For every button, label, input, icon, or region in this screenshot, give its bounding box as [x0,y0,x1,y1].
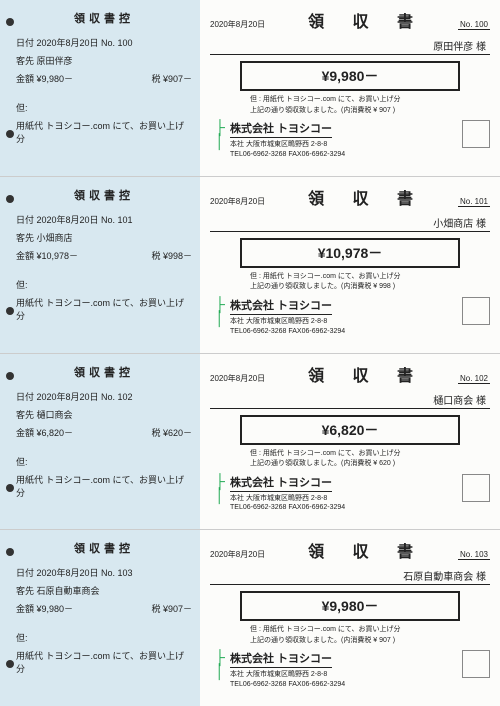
stamp-box [462,297,490,325]
company-address: 本社 大阪市城東区鴫野西 2-8-8TEL06-6962-3268 FAX06-… [230,494,458,514]
receipt-title: 領 収 書 [275,185,458,209]
receipt-note1: 但 : 用紙代 トヨシコー.com にて、お買い上げ分 [250,449,490,460]
receipt-payee: 原田伴彦 様 [210,36,490,55]
receipt-amount: ¥9,980－ [240,61,460,91]
receipt-no: No. 101 [458,197,490,207]
stub-note: 但: [16,455,192,468]
company-address: 本社 大阪市城東区鴫野西 2-8-8TEL06-6962-3268 FAX06-… [230,317,458,337]
stub-amount: 金額 ¥9,980－税 ¥907－ [16,602,192,615]
stub-title: 領収書控 [16,364,192,380]
receipt-note1: 但 : 用紙代 トヨシコー.com にて、お買い上げ分 [250,272,490,283]
receipt-date: 2020年8月20日 [210,373,265,384]
receipt-title: 領 収 書 [275,8,458,32]
company-address: 本社 大阪市城東区鴫野西 2-8-8TEL06-6962-3268 FAX06-… [230,140,458,160]
receipt-note2: 上記の通り領収致しました。(内消費税 ¥ 998 ) [250,282,490,293]
stub-note: 但: [16,278,192,291]
stub-payee: 客先 小畑商店 [16,231,192,244]
stub-amount: 金額 ¥6,820－税 ¥620－ [16,426,192,439]
receipt-note1: 但 : 用紙代 トヨシコー.com にて、お買い上げ分 [250,95,490,106]
stub-amount: 金額 ¥9,980－税 ¥907－ [16,72,192,85]
company-name: 株式会社 トヨシコー [230,297,332,315]
receipt-mark: ├│ [210,297,230,325]
receipt-amount: ¥9,980－ [240,591,460,621]
receipt-date: 2020年8月20日 [210,549,265,560]
receipt-mark: ├│ [210,120,230,148]
company-name: 株式会社 トヨシコー [230,120,332,138]
receipt-no: No. 100 [458,20,490,30]
receipt-title: 領 収 書 [275,362,458,386]
receipt-payee: 小畑商店 様 [210,213,490,232]
receipt-title: 領 収 書 [275,538,458,562]
stub-note: 但: [16,101,192,114]
receipt-mark: ├│ [210,650,230,678]
stamp-box [462,650,490,678]
stamp-box [462,120,490,148]
receipt-date: 2020年8月20日 [210,196,265,207]
receipt-no: No. 103 [458,550,490,560]
stub-amount: 金額 ¥10,978－税 ¥998－ [16,249,192,262]
stub-payee: 客先 樋口商会 [16,408,192,421]
receipt-payee: 石原自動車商会 様 [210,566,490,585]
receipt-amount: ¥10,978－ [240,238,460,268]
stub-date: 日付 2020年8月20日 No. 103 [16,566,192,579]
receipt-amount: ¥6,820－ [240,415,460,445]
stub-title: 領収書控 [16,187,192,203]
stub-payee: 客先 石原自動車商会 [16,584,192,597]
stub-title: 領収書控 [16,10,192,26]
receipt-date: 2020年8月20日 [210,19,265,30]
company-name: 株式会社 トヨシコー [230,474,332,492]
stub-date: 日付 2020年8月20日 No. 101 [16,213,192,226]
receipt-no: No. 102 [458,374,490,384]
receipt-payee: 樋口商会 様 [210,390,490,409]
receipt-mark: ├│ [210,474,230,502]
stub-title: 領収書控 [16,540,192,556]
stub-note-item: 用紙代 トヨシコー.com にて、お買い上げ分 [16,473,192,499]
company-name: 株式会社 トヨシコー [230,650,332,668]
stub-date: 日付 2020年8月20日 No. 100 [16,36,192,49]
receipt-note2: 上記の通り領収致しました。(内消費税 ¥ 907 ) [250,106,490,117]
company-address: 本社 大阪市城東区鴫野西 2-8-8TEL06-6962-3268 FAX06-… [230,670,458,690]
stamp-box [462,474,490,502]
stub-note-item: 用紙代 トヨシコー.com にて、お買い上げ分 [16,119,192,145]
stub-note: 但: [16,631,192,644]
receipt-note2: 上記の通り領収致しました。(内消費税 ¥ 620 ) [250,459,490,470]
stub-note-item: 用紙代 トヨシコー.com にて、お買い上げ分 [16,649,192,675]
receipt-note2: 上記の通り領収致しました。(内消費税 ¥ 907 ) [250,636,490,647]
receipt-note1: 但 : 用紙代 トヨシコー.com にて、お買い上げ分 [250,625,490,636]
stub-note-item: 用紙代 トヨシコー.com にて、お買い上げ分 [16,296,192,322]
stub-payee: 客先 原田伴彦 [16,54,192,67]
stub-date: 日付 2020年8月20日 No. 102 [16,390,192,403]
